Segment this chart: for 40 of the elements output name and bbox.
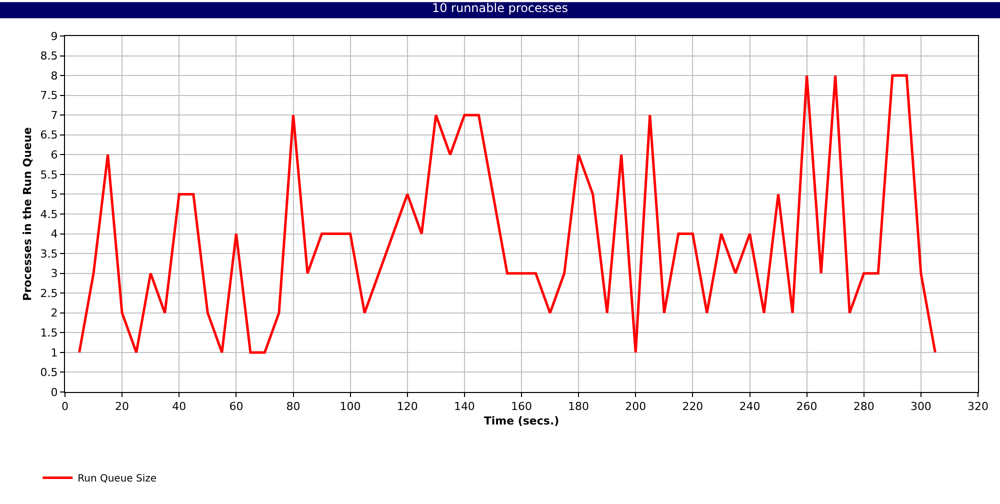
y-tick-label: 3 (50, 267, 58, 280)
x-axis-title: Time (secs.) (484, 414, 560, 428)
x-tick-label: 60 (229, 400, 244, 414)
y-tick-label: 2 (50, 306, 58, 320)
y-tick-label: 7.5 (40, 89, 58, 102)
y-tick-label: 0.5 (40, 366, 58, 380)
x-tick-label: 120 (396, 400, 418, 414)
y-tick-label: 6 (50, 148, 58, 162)
x-tick-label: 260 (796, 400, 818, 414)
chart-title: 10 runnable processes (432, 0, 568, 15)
x-tick-label: 240 (739, 400, 760, 414)
x-tick-label: 280 (853, 400, 874, 414)
y-tick-label: 4 (50, 228, 58, 241)
y-tick-label: 1 (50, 346, 58, 360)
x-tick-label: 300 (910, 400, 932, 414)
y-tick-label: 3.5 (40, 247, 58, 260)
x-tick-label: 160 (511, 400, 532, 414)
x-tick-label: 200 (625, 400, 646, 414)
x-tick-label: 20 (115, 400, 130, 414)
y-tick-label: 4.5 (40, 208, 58, 221)
x-tick-label: 180 (568, 400, 590, 414)
x-tick-label: 320 (968, 400, 988, 414)
y-tick-label: 0 (50, 386, 58, 399)
x-tick-label: 100 (340, 400, 361, 414)
y-tick-label: 5.5 (40, 168, 58, 182)
x-tick-label: 220 (682, 400, 704, 414)
x-tick-label: 0 (62, 400, 68, 414)
y-tick-label: 7 (50, 108, 58, 122)
y-tick-label: 1.5 (40, 326, 58, 340)
x-tick-label: 140 (454, 400, 475, 414)
y-tick-label: 9 (50, 30, 58, 43)
x-tick-label: 80 (286, 400, 300, 414)
y-axis-title: Processes in the Run Queue (20, 127, 34, 301)
legend-label: Run Queue Size (78, 474, 157, 485)
y-tick-label: 6.5 (40, 128, 58, 142)
y-tick-label: 5 (50, 188, 58, 202)
y-tick-label: 2.5 (40, 286, 58, 300)
y-tick-label: 8.5 (40, 50, 58, 63)
x-tick-label: 40 (172, 400, 186, 414)
y-tick-label: 8 (50, 69, 58, 82)
